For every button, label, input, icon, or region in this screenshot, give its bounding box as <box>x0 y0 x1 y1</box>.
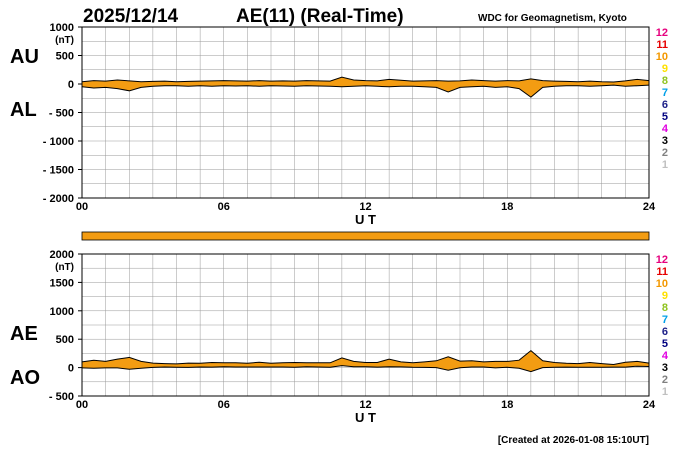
legend-level-8: 8 <box>662 75 668 87</box>
x-tick-label: 00 <box>76 399 88 411</box>
y-tick-label: 0 <box>68 363 74 375</box>
separator-bar <box>81 231 650 241</box>
y-tick-label: - 500 <box>49 108 74 120</box>
data-source: WDC for Geomagnetism, Kyoto <box>478 13 627 24</box>
x-axis-label: U T <box>355 212 376 227</box>
legend-level-7: 7 <box>662 314 668 326</box>
legend-level-4: 4 <box>662 350 669 362</box>
y-tick-label: - 2000 <box>43 193 74 205</box>
x-tick-label: 18 <box>501 201 513 213</box>
panel-label-ae: AE <box>10 323 38 345</box>
series-line-ao <box>81 365 650 373</box>
y-tick-label: 1500 <box>50 277 74 289</box>
x-tick-label: 24 <box>643 399 656 411</box>
plot-frame <box>81 253 650 397</box>
legend-level-11: 11 <box>656 39 668 51</box>
y-tick-label: - 1500 <box>43 165 74 177</box>
x-tick-label: 24 <box>643 201 656 213</box>
x-tick-label: 18 <box>501 399 513 411</box>
y-tick-label: - 500 <box>49 391 74 403</box>
legend-level-6: 6 <box>662 99 668 111</box>
legend-level-3: 3 <box>662 135 668 147</box>
legend-level-6: 6 <box>662 326 668 338</box>
series-line-au <box>81 76 650 83</box>
legend-level-9: 9 <box>662 63 668 75</box>
panel-label-ao: AO <box>10 367 40 389</box>
legend-level-4: 4 <box>662 123 669 135</box>
y-tick-label: 500 <box>56 334 74 346</box>
created-timestamp: [Created at 2026-01-08 15:10UT] <box>498 435 649 446</box>
y-tick-label: - 1000 <box>43 136 74 148</box>
y-tick-label: 2000 <box>50 249 74 261</box>
y-unit-label: (nT) <box>55 35 74 46</box>
series-line-al <box>81 84 650 98</box>
x-tick-label: 06 <box>218 399 230 411</box>
legend-level-1: 1 <box>662 386 668 398</box>
plot-date: 2025/12/14 <box>83 6 179 27</box>
legend-level-9: 9 <box>662 290 668 302</box>
legend-level-2: 2 <box>662 147 668 159</box>
legend-level-5: 5 <box>662 111 668 123</box>
panel-label-au: AU <box>10 46 39 68</box>
legend-level-12: 12 <box>656 254 668 266</box>
legend-level-5: 5 <box>662 338 668 350</box>
area-fill-au-al <box>82 77 649 98</box>
y-unit-label: (nT) <box>55 262 74 273</box>
legend-level-2: 2 <box>662 374 668 386</box>
legend-level-12: 12 <box>656 27 668 39</box>
legend-level-8: 8 <box>662 302 668 314</box>
plot-title: AE(11) (Real-Time) <box>236 6 404 27</box>
x-tick-label: 12 <box>359 201 371 213</box>
series-line-ae <box>81 349 650 366</box>
legend-level-7: 7 <box>662 87 668 99</box>
y-tick-label: 1000 <box>50 306 74 318</box>
x-tick-label: 00 <box>76 201 88 213</box>
y-tick-label: 0 <box>68 79 74 91</box>
legend-level-10: 10 <box>656 51 668 63</box>
legend-level-11: 11 <box>656 266 668 278</box>
legend-level-10: 10 <box>656 278 668 290</box>
y-tick-label: 1000 <box>50 22 74 34</box>
legend-level-1: 1 <box>662 159 668 171</box>
legend-level-3: 3 <box>662 362 668 374</box>
x-tick-label: 06 <box>218 201 230 213</box>
y-tick-label: 500 <box>56 51 74 63</box>
x-tick-label: 12 <box>359 399 371 411</box>
panel-label-al: AL <box>10 99 37 121</box>
x-axis-label: U T <box>355 410 376 425</box>
au-al-panel: 1000 500 0 - 500 - 1000 - 1500 - 2000 (nT) 00 06 1… <box>10 22 669 227</box>
